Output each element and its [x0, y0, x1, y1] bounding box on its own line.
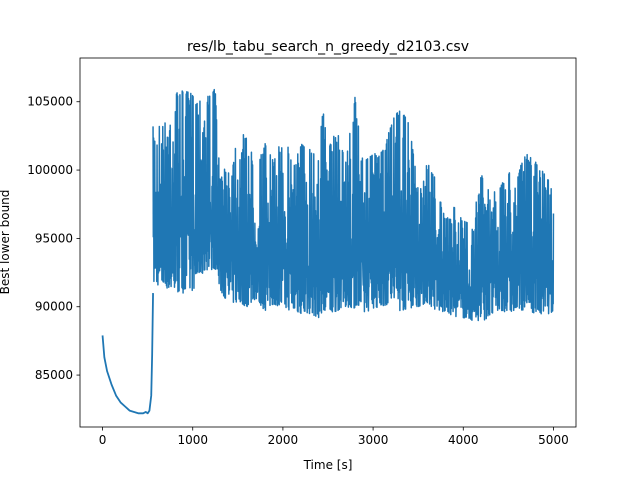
x-tick-label: 0 — [99, 433, 107, 447]
y-tick-label: 85000 — [35, 368, 73, 382]
y-axis-ticks: 85000 90000 95000 100000 105000 — [27, 95, 80, 382]
plot-area — [79, 57, 577, 428]
y-tick-label: 95000 — [35, 231, 73, 245]
y-tick-label: 100000 — [27, 163, 73, 177]
y-axis-label: Best lower bound — [0, 190, 12, 295]
x-tick-label: 4000 — [448, 433, 479, 447]
x-tick-label: 2000 — [268, 433, 299, 447]
chart-title: res/lb_tabu_search_n_greedy_d2103.csv — [187, 39, 469, 55]
y-tick-label: 105000 — [27, 95, 73, 109]
x-tick-label: 3000 — [358, 433, 389, 447]
y-tick-label: 90000 — [35, 300, 73, 314]
x-axis-label: Time [s] — [303, 458, 353, 472]
series-line-oscillation — [152, 88, 555, 322]
series-line-initial — [101, 293, 154, 415]
x-tick-label: 1000 — [177, 433, 208, 447]
x-axis-ticks: 0 1000 2000 3000 4000 5000 — [99, 427, 569, 447]
x-tick-label: 5000 — [538, 433, 569, 447]
axes-frame — [79, 57, 577, 428]
